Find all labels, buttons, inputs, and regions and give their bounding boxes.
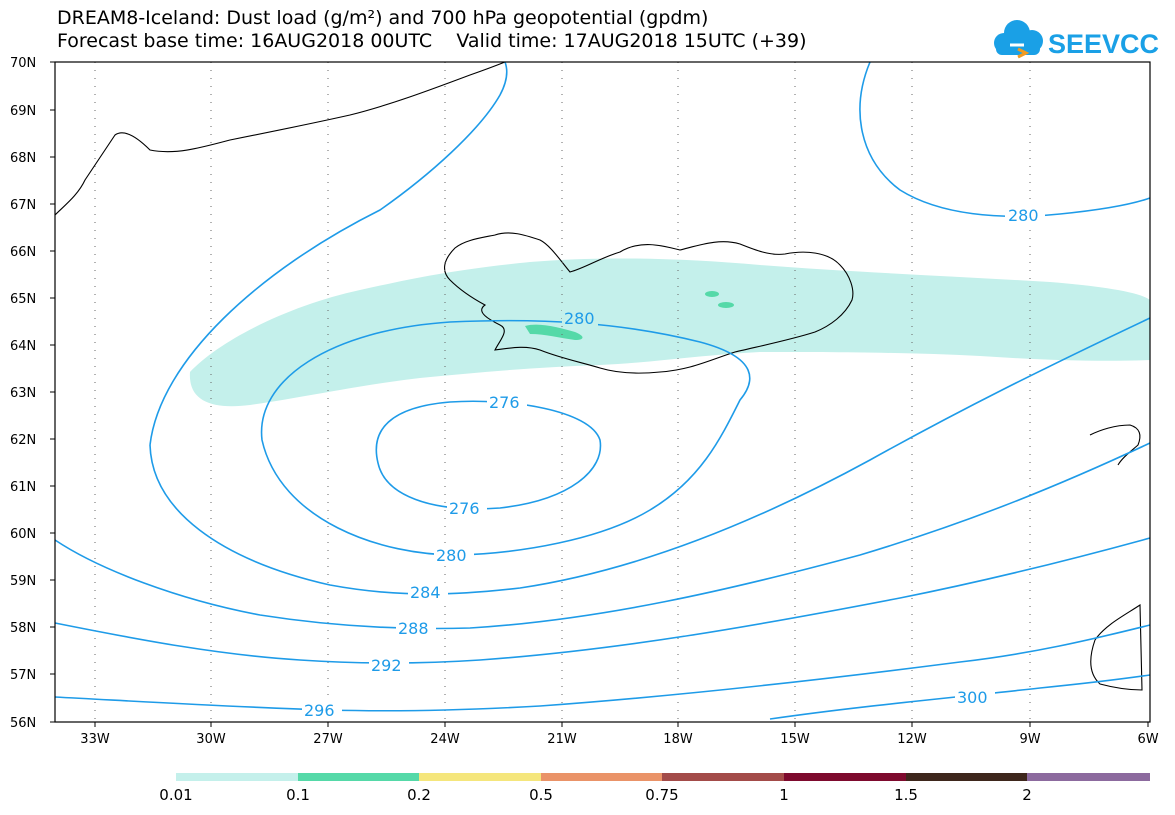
- lon-label: 18W: [663, 732, 693, 747]
- cloud-icon: [994, 20, 1043, 59]
- latitude-axis: 70N 69N 68N 67N 66N 65N 64N 63N 62N 61N …: [10, 56, 55, 731]
- contour-label: 296: [304, 701, 335, 720]
- contour-label: 280: [1008, 206, 1039, 225]
- dust-patch-medium: [718, 302, 734, 308]
- scotland-coast: [1090, 603, 1143, 691]
- lat-label: 59N: [10, 574, 36, 589]
- scotland-coast: [1089, 424, 1141, 466]
- dust-patch-medium: [525, 324, 583, 340]
- geopotential-contours: [54, 61, 1151, 720]
- lon-label: 15W: [780, 732, 810, 747]
- lat-label: 64N: [10, 339, 36, 354]
- iceland-coast: [444, 232, 854, 374]
- colorbar-tick: 0.2: [407, 786, 431, 804]
- lat-label: 69N: [10, 104, 36, 119]
- contour-label: 280: [564, 309, 595, 328]
- contour-label: 284: [410, 583, 441, 602]
- lat-label: 66N: [10, 245, 36, 260]
- colorbar-tick: 1.5: [894, 786, 918, 804]
- lon-label: 21W: [547, 732, 577, 747]
- lat-label: 62N: [10, 433, 36, 448]
- lat-label: 63N: [10, 386, 36, 401]
- colorbar-swatch: [784, 773, 906, 781]
- colorbar-tick: 1: [779, 786, 789, 804]
- colorbar-swatch: [906, 773, 1027, 781]
- lat-label: 67N: [10, 198, 36, 213]
- lat-label: 61N: [10, 480, 36, 495]
- colorbar-tick: 2: [1022, 786, 1032, 804]
- colorbar-tick: 0.01: [159, 786, 192, 804]
- longitude-axis: 33W 30W 27W 24W 21W 18W 15W 12W 9W 6W: [80, 722, 1159, 747]
- lon-label: 9W: [1019, 732, 1040, 747]
- seevccc-logo: SEEVCCC: [994, 20, 1160, 59]
- greenland-coast: [54, 61, 506, 216]
- lon-label: 24W: [430, 732, 460, 747]
- colorbar-swatch: [176, 773, 298, 781]
- colorbar-swatch: [541, 773, 662, 781]
- lon-label: 12W: [897, 732, 927, 747]
- lat-label: 60N: [10, 527, 36, 542]
- contour-label: 288: [398, 619, 429, 638]
- lat-label: 56N: [10, 716, 36, 731]
- contour-label: 300: [957, 688, 988, 707]
- lat-label: 57N: [10, 668, 36, 683]
- lon-label: 6W: [1137, 732, 1158, 747]
- lat-label: 68N: [10, 151, 36, 166]
- colorbar-tick: 0.1: [286, 786, 310, 804]
- map-title: DREAM8-Iceland: Dust load (g/m²) and 700…: [57, 7, 709, 29]
- dust-plume-low: [189, 258, 1150, 407]
- contour-label: 276: [489, 393, 520, 412]
- lat-label: 70N: [10, 56, 36, 71]
- colorbar-swatch: [419, 773, 541, 781]
- colorbar-tick: 0.75: [645, 786, 678, 804]
- dust-patch-medium: [705, 291, 719, 297]
- lon-label: 30W: [196, 732, 226, 747]
- colorbar-swatch: [1027, 773, 1150, 781]
- contour-label: 292: [371, 656, 402, 675]
- lon-label: 27W: [313, 732, 343, 747]
- contour-labels: 280 280 276 276 280 284 288 292 296 300: [302, 206, 1045, 720]
- lat-label: 65N: [10, 292, 36, 307]
- contour-label: 280: [436, 546, 467, 565]
- colorbar-swatch: [298, 773, 419, 781]
- colorbar-tick: 0.5: [529, 786, 553, 804]
- lon-label: 33W: [80, 732, 110, 747]
- map-subtitle: Forecast base time: 16AUG2018 00UTC Vali…: [57, 30, 807, 52]
- logo-text: SEEVCCC: [1048, 29, 1160, 59]
- lat-label: 58N: [10, 621, 36, 636]
- contour-label: 276: [449, 499, 480, 518]
- colorbar: 0.01 0.1 0.2 0.5 0.75 1 1.5 2: [159, 773, 1150, 804]
- colorbar-swatch: [662, 773, 784, 781]
- coastlines: [54, 61, 1143, 691]
